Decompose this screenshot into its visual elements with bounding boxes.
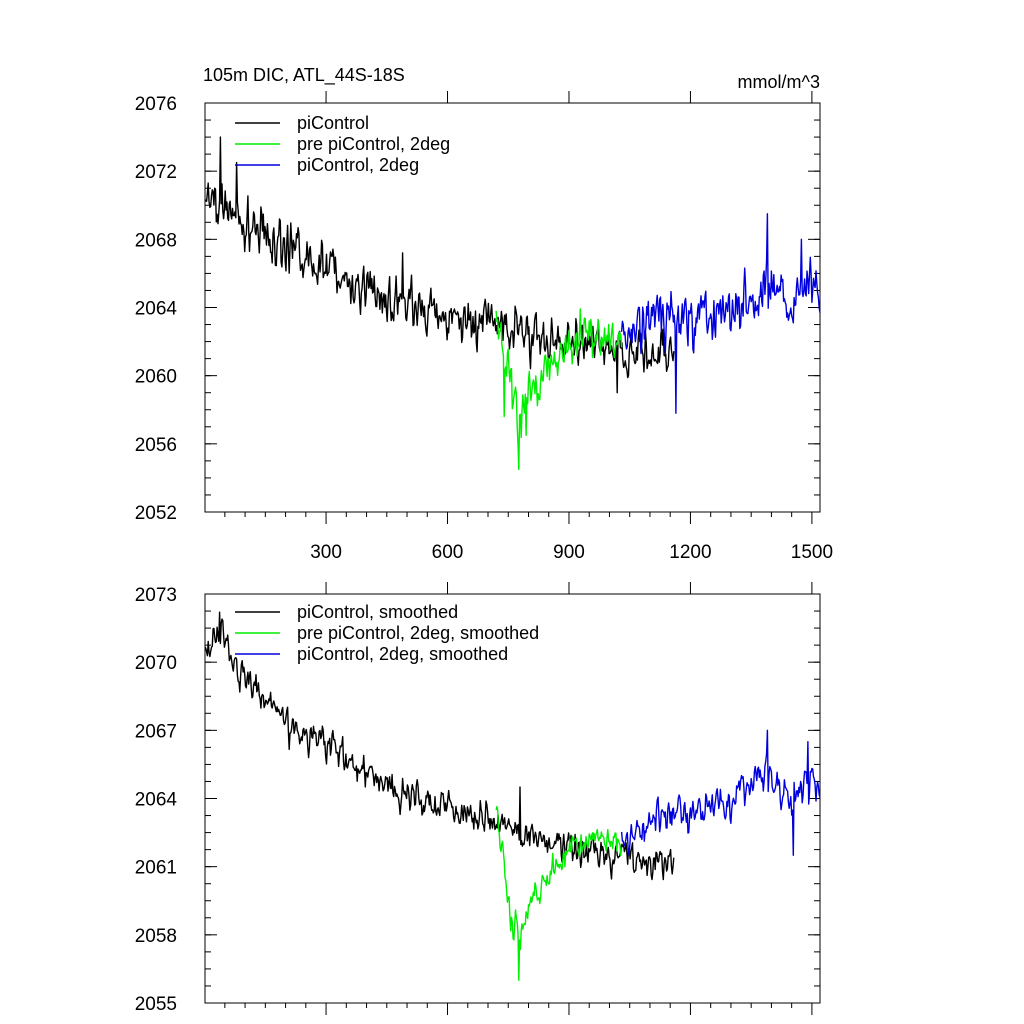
bottom-axis-ticks: 2055 2058 2061 2064 2067 2070 2073 (135, 582, 820, 1015)
legend-label-1: piControl, smoothed (297, 602, 458, 622)
top-panel: 105m DIC, ATL_44S-18S mmol/m^3 205220562… (135, 65, 833, 563)
y-tick-label: 2067 (135, 721, 177, 742)
bottom-panel: 2055 2058 2061 2064 2067 2070 2073 piControl, … (135, 582, 821, 1015)
y-tick-label: 2061 (135, 858, 177, 879)
y-tick-label: 2073 (135, 585, 177, 606)
legend-label-3: piControl, 2deg, smoothed (297, 644, 508, 664)
y-tick-label: 2055 (135, 994, 177, 1015)
y-tick-label: 2076 (135, 94, 177, 115)
top-panel-units: mmol/m^3 (738, 72, 820, 92)
y-tick-label: 2068 (135, 230, 177, 251)
legend-label-1: piControl (297, 113, 369, 133)
series-line-2 (495, 308, 623, 471)
series-line-3 (620, 213, 821, 414)
legend-label-2: pre piControl, 2deg, smoothed (297, 623, 539, 643)
series-line-3 (620, 729, 821, 856)
y-tick-label: 2058 (135, 926, 177, 947)
series-line-2 (495, 805, 623, 981)
y-tick-label: 2060 (135, 367, 177, 388)
bottom-series-group (204, 611, 821, 981)
top-series-group (204, 136, 821, 471)
x-tick-label: 600 (432, 542, 464, 563)
x-tick-label: 1500 (791, 542, 833, 563)
y-tick-label: 2052 (135, 503, 177, 524)
x-tick-label: 900 (553, 542, 585, 563)
x-tick-label: 1200 (669, 542, 711, 563)
y-tick-label: 2072 (135, 162, 177, 183)
series-line-1 (204, 136, 675, 394)
legend-label-2: pre piControl, 2deg (297, 134, 450, 154)
x-tick-label: 300 (310, 542, 342, 563)
legend-label-3: piControl, 2deg (297, 155, 419, 175)
y-tick-label: 2070 (135, 653, 177, 674)
series-line-1 (204, 611, 675, 881)
top-axis-ticks: 2052 2056 2060 2064 2068 2072 2076 300 600 900 120… (135, 91, 833, 563)
top-panel-title: 105m DIC, ATL_44S-18S (203, 65, 405, 86)
y-tick-label: 2064 (135, 790, 178, 811)
y-tick-label: 2056 (135, 435, 177, 456)
y-tick-label: 2064 (135, 299, 178, 320)
